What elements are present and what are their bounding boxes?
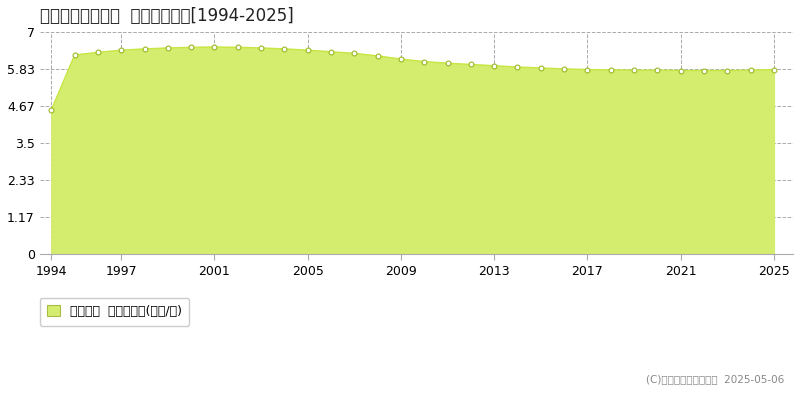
Legend: 公示地価  平均坪単価(万円/坪): 公示地価 平均坪単価(万円/坪) bbox=[40, 298, 189, 326]
Text: 東諸県郡綾町南俣  公示地価推移[1994-2025]: 東諸県郡綾町南俣 公示地価推移[1994-2025] bbox=[40, 7, 294, 25]
Text: (C)土地価格ドットコム  2025-05-06: (C)土地価格ドットコム 2025-05-06 bbox=[646, 374, 784, 384]
